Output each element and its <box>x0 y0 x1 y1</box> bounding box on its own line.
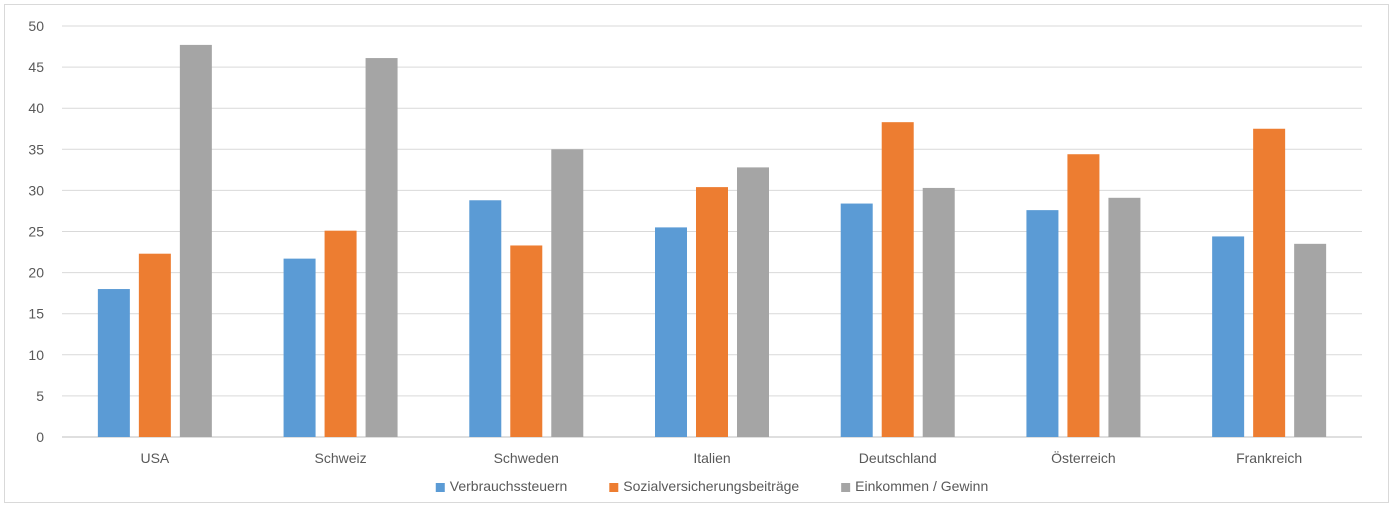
x-tick-label: Österreich <box>1051 449 1116 466</box>
bar-2-italien <box>696 187 728 437</box>
bar-1-schweiz <box>283 258 316 437</box>
x-tick-label: Schweiz <box>315 450 367 466</box>
legend-swatch <box>609 483 619 492</box>
x-tick-label: Frankreich <box>1236 450 1302 466</box>
legend-label: Verbrauchssteuern <box>450 478 568 494</box>
x-tick-label: Italien <box>693 450 730 466</box>
y-tick-label: 25 <box>28 224 44 240</box>
y-tick-label: 35 <box>28 141 44 157</box>
y-tick-label: 0 <box>36 429 44 445</box>
legend-label: Sozialversicherungsbeiträge <box>623 478 799 494</box>
bar-2-usa <box>138 253 171 437</box>
bar-1-deutschland <box>840 203 873 437</box>
y-tick-label: 10 <box>28 347 44 363</box>
bar-3-frankreich <box>1294 243 1327 437</box>
legend-swatch <box>841 483 851 492</box>
x-tick-label: Deutschland <box>859 450 937 466</box>
legend-label: Einkommen / Gewinn <box>855 478 988 494</box>
bar-2-frankreich <box>1253 128 1286 437</box>
y-tick-label: 5 <box>36 388 44 404</box>
x-tick-label: USA <box>140 450 169 466</box>
gridlines <box>62 25 1362 438</box>
bar-1-italien <box>655 227 687 437</box>
bars <box>97 44 1327 438</box>
y-tick-label: 40 <box>28 100 44 116</box>
bar-1-schweden <box>469 200 502 437</box>
y-tick-label: 50 <box>28 18 44 34</box>
x-tick-label: Schweden <box>494 450 559 466</box>
bar-1-frankreich <box>1212 236 1245 437</box>
x-axis-labels: USA Schweiz Schweden Italien Deutschland Öste… <box>140 449 1302 466</box>
bar-2-schweden <box>510 245 543 437</box>
bar-1-österreich <box>1026 210 1059 437</box>
bar-1-usa <box>97 289 130 437</box>
bar-3-deutschland <box>922 187 955 437</box>
bar-3-schweden <box>551 149 584 438</box>
y-tick-label: 45 <box>28 59 44 75</box>
bar-3-italien <box>737 167 769 437</box>
y-tick-label: 15 <box>28 306 44 322</box>
bar-2-deutschland <box>881 122 914 437</box>
y-tick-label: 20 <box>28 265 44 281</box>
y-tick-label: 30 <box>28 182 44 198</box>
bar-2-österreich <box>1067 154 1100 437</box>
legend-swatch <box>435 483 445 492</box>
bar-2-schweiz <box>324 230 357 437</box>
legend: Verbrauchssteuern Sozialversicherungsbeit… <box>435 478 988 494</box>
y-axis-ticks: 0 5 10 15 20 25 30 35 40 45 50 <box>28 18 44 445</box>
bar-3-schweiz <box>365 58 398 438</box>
bar-3-usa <box>179 44 212 437</box>
bar-3-österreich <box>1108 197 1141 437</box>
